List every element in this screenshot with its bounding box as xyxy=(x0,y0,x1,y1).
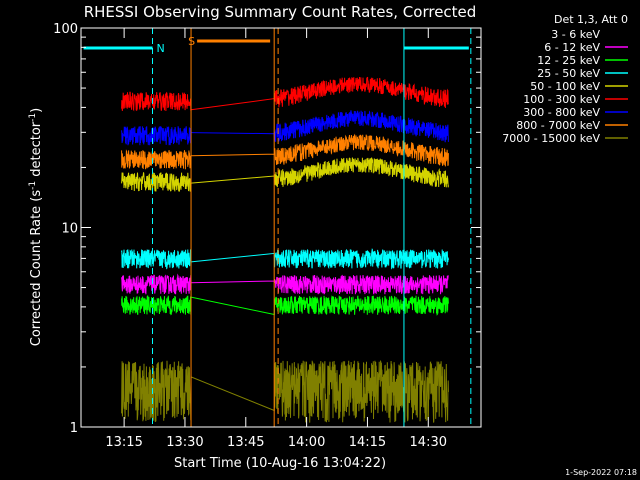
series-line-7000-15000-kev-2 xyxy=(190,359,449,423)
x-tick-label: 14:15 xyxy=(349,435,386,450)
y-axis: 1 10 100 xyxy=(53,22,481,436)
legend-label-3-6-kev: 3 - 6 keV xyxy=(551,28,600,41)
series-line-300-800-kev-1 xyxy=(121,125,192,146)
legend-label-12-25-kev: 12 - 25 keV xyxy=(537,54,600,67)
series-line-12-25-kev-1 xyxy=(121,295,192,316)
x-tick-label: 13:15 xyxy=(105,435,142,450)
series-line-100-300-kev-2 xyxy=(190,76,449,111)
series-line-25-50-kev-2 xyxy=(190,248,449,270)
chart-title: RHESSI Observing Summary Count Rates, Co… xyxy=(84,3,477,21)
saa-label: S xyxy=(188,35,195,48)
x-tick-label: 13:45 xyxy=(227,435,264,450)
legend-label-6-12-kev: 6 - 12 keV xyxy=(544,41,600,54)
legend-label-25-50-kev: 25 - 50 keV xyxy=(537,67,600,80)
x-axis-label: Start Time (10-Aug-16 13:04:22) xyxy=(174,456,386,471)
legend-title: Det 1,3, Att 0 xyxy=(554,13,628,26)
series-line-300-800-kev-2 xyxy=(190,110,449,143)
series-line-50-100-kev-1 xyxy=(121,172,192,192)
series-line-800-7000-kev-1 xyxy=(121,149,192,170)
series-line-6-12-kev-2 xyxy=(190,274,449,295)
plot-area: SN xyxy=(83,28,472,427)
y-tick-label: 1 xyxy=(70,421,78,436)
series-line-800-7000-kev-2 xyxy=(190,133,449,167)
series-line-12-25-kev-2 xyxy=(190,295,449,316)
series-line-50-100-kev-2 xyxy=(190,157,449,188)
y-tick-label: 100 xyxy=(53,22,78,37)
legend-label-50-100-kev: 50 - 100 keV xyxy=(530,80,600,93)
x-tick-label: 14:30 xyxy=(410,435,447,450)
x-axis: 13:15 13:30 13:45 14:00 14:15 14:30 xyxy=(105,28,447,450)
series-line-6-12-kev-1 xyxy=(121,273,192,295)
x-tick-label: 14:00 xyxy=(288,435,325,450)
x-tick-label: 13:30 xyxy=(166,435,203,450)
y-axis-label: Corrected Count Rate (s-1 detector-1) xyxy=(28,108,44,346)
series-line-25-50-kev-1 xyxy=(121,249,192,270)
legend-label-7000-15000-kev: 7000 - 15000 keV xyxy=(502,132,600,145)
legend-label-800-7000-kev: 800 - 7000 keV xyxy=(516,119,600,132)
series-line-7000-15000-kev-1 xyxy=(121,360,192,423)
legend-label-300-800-kev: 300 - 800 keV xyxy=(523,106,600,119)
legend-label-100-300-kev: 100 - 300 keV xyxy=(523,93,600,106)
y-tick-label: 10 xyxy=(61,222,78,237)
series-line-100-300-kev-1 xyxy=(121,91,192,112)
night-label: N xyxy=(157,42,165,55)
footer-date: 1-Sep-2022 07:18 xyxy=(565,468,637,477)
